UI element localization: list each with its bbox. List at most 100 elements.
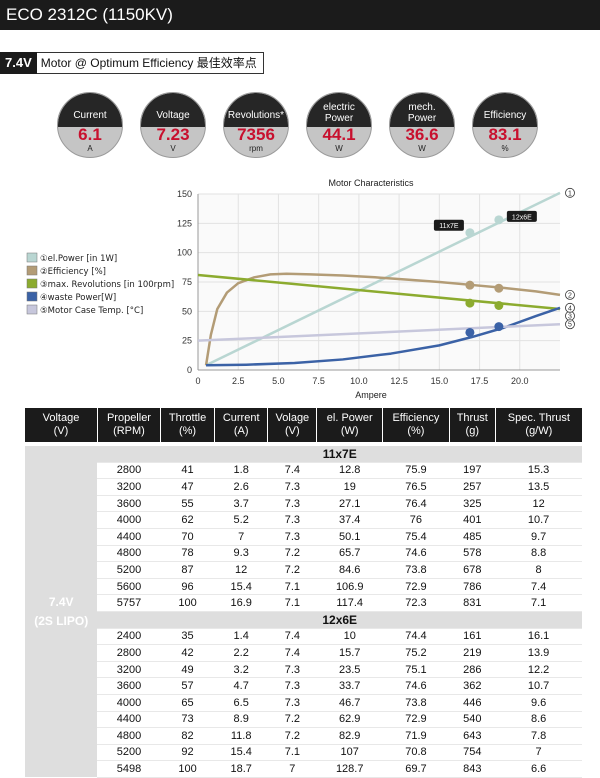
table-cell: 75.9 — [382, 462, 450, 480]
y-tick-label: 25 — [182, 336, 192, 346]
table-cell: 3200 — [97, 661, 161, 679]
operating-point-marker — [494, 322, 504, 332]
table-cell: 578 — [449, 545, 496, 563]
table-cell: 325 — [449, 495, 496, 513]
table-cell: 1.4 — [214, 628, 268, 646]
table-cell: 42 — [160, 644, 215, 662]
table-cell: 9.3 — [214, 545, 268, 563]
series-end-marker — [565, 187, 575, 198]
legend-swatch — [26, 265, 38, 276]
current-gauge: Current 6.1 A — [57, 92, 123, 158]
table-cell: 65.7 — [316, 545, 383, 563]
table-cell: 73.8 — [382, 694, 450, 712]
operating-point-marker — [494, 215, 504, 225]
table-cell: 47 — [160, 478, 215, 496]
x-axis-label: Ampere — [355, 390, 387, 400]
table-cell: 7.3 — [267, 694, 317, 712]
table-cell: 7.1 — [267, 578, 317, 596]
table-row: 4400 70 7 7.3 50.1 75.4 485 9.7 — [25, 528, 582, 546]
table-row: 4800 78 9.3 7.2 65.7 74.6 578 8.8 — [25, 545, 582, 563]
table-cell: 71.9 — [382, 727, 450, 745]
gauge-label: Voltage — [156, 110, 190, 121]
revolutions-gauge: Revolutions* 7356 rpm — [223, 92, 289, 158]
table-cell: 7.4 — [267, 628, 317, 646]
series-end-label: 3 — [568, 313, 572, 320]
table-cell: 33.7 — [316, 677, 383, 695]
table-cell: 5.2 — [214, 511, 268, 529]
legend-swatch — [26, 291, 38, 302]
table-cell: 23.5 — [316, 661, 383, 679]
table-cell: 13.9 — [495, 644, 582, 662]
table-row: 5200 87 12 7.2 84.6 73.8 678 8 — [25, 561, 582, 579]
table-cell: 2800 — [97, 462, 161, 480]
gauge-label: mech. — [408, 102, 436, 113]
table-cell: 10 — [316, 628, 383, 646]
column-header: Volage (V) — [267, 408, 318, 442]
table-cell: 8 — [495, 561, 582, 579]
table-header-row: Voltage (V) Propeller (RPM) Throttle (%) Curre… — [25, 408, 582, 442]
voltage-badge: 7.4V — [0, 52, 37, 74]
table-cell: 70 — [160, 528, 215, 546]
table-cell: 75.1 — [382, 661, 450, 679]
table-cell: 78 — [160, 545, 215, 563]
table-cell: 70.8 — [382, 744, 450, 762]
table-cell: 3.7 — [214, 495, 268, 513]
table-cell: 3600 — [97, 495, 161, 513]
table-cell: 12 — [495, 495, 582, 513]
gauge-label: Power — [407, 113, 437, 124]
legend-label: ①el.Power [in 1W] — [40, 254, 117, 264]
table-cell: 7 — [495, 744, 582, 762]
table-cell: 4800 — [97, 545, 161, 563]
table-cell: 7.1 — [267, 594, 317, 612]
table-cell: 401 — [449, 511, 496, 529]
gauge-unit: % — [501, 144, 509, 153]
table-cell: 117.4 — [316, 594, 383, 612]
gauge-value: 7356 — [237, 125, 275, 144]
legend-label: ③max. Revolutions [in 100rpm] — [40, 280, 174, 290]
legend-swatch — [26, 278, 38, 289]
series-line — [206, 306, 561, 367]
y-tick-label: 0 — [187, 365, 192, 375]
table-cell: 35 — [160, 628, 215, 646]
x-tick-label: 12.5 — [390, 376, 408, 386]
group-name: 12x6E — [97, 611, 582, 629]
table-cell: 87 — [160, 561, 215, 579]
table-cell: 161 — [449, 628, 496, 646]
page-title: ECO 2312C (1150KV) — [0, 0, 600, 30]
table-cell: 50.1 — [316, 528, 383, 546]
series-end-marker — [565, 290, 575, 300]
table-row: 5200 92 15.4 7.1 107 70.8 754 7 — [25, 744, 582, 762]
table-cell: 4.7 — [214, 677, 268, 695]
table-cell: 73 — [160, 711, 215, 729]
table-cell: 107 — [316, 744, 383, 762]
table-row: 3200 47 2.6 7.3 19 76.5 257 13.5 — [25, 478, 582, 496]
table-cell: 362 — [449, 677, 496, 695]
efficiency-gauge: Efficiency 83.1 % — [472, 92, 538, 158]
operating-point-marker — [465, 280, 475, 290]
table-cell: 76 — [382, 511, 450, 529]
table-cell: 3.2 — [214, 661, 268, 679]
column-header: el. Power (W) — [316, 408, 383, 442]
gauge-unit: A — [87, 144, 93, 153]
table-cell: 15.4 — [214, 744, 268, 762]
table-cell: 55 — [160, 495, 215, 513]
propeller-tag — [506, 210, 537, 222]
operating-point-marker — [494, 300, 504, 310]
table-cell: 62 — [160, 511, 215, 529]
table-cell: 100 — [160, 594, 215, 612]
group-name: 11x7E — [97, 446, 582, 463]
operating-point-marker — [465, 228, 475, 238]
table-cell: 2.2 — [214, 644, 268, 662]
table-cell: 12 — [214, 561, 268, 579]
gauge-unit: W — [418, 144, 426, 153]
table-cell: 128.7 — [316, 760, 383, 778]
table-cell: 5200 — [97, 744, 161, 762]
table-cell: 15.7 — [316, 644, 383, 662]
table-cell: 9.6 — [495, 694, 582, 712]
series-end-label: 2 — [568, 292, 572, 299]
gauge-label: electric — [323, 102, 355, 113]
x-tick-label: 7.5 — [312, 376, 325, 386]
table-cell: 74.6 — [382, 545, 450, 563]
gauge-value: 83.1 — [488, 125, 522, 144]
